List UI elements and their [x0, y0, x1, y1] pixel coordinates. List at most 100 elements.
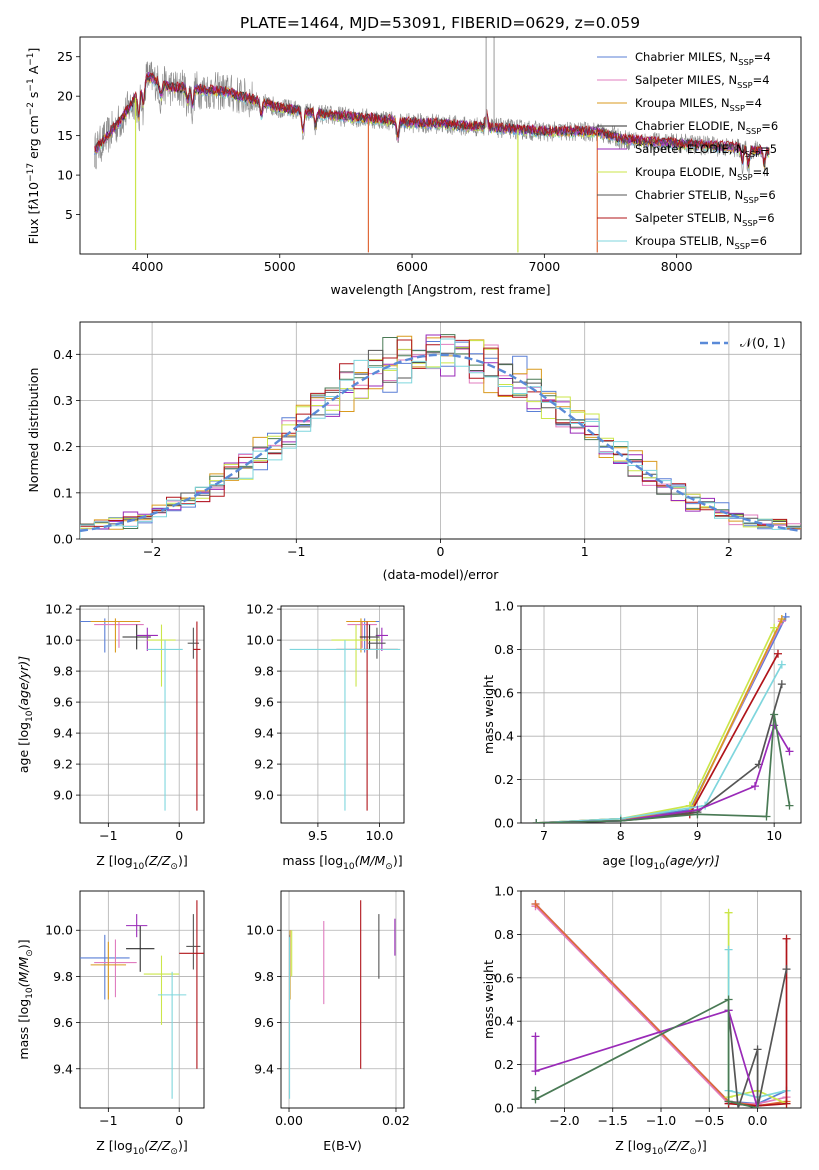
- y-tick-label: 9.8: [53, 969, 73, 984]
- chart-layer: 4000 5000 6000 7000 8000510152025wavelength …: [16, 36, 802, 1157]
- legend-entry: Salpeter MILES, NSSP=4: [635, 73, 770, 90]
- mass-weight-marker: [724, 1097, 733, 1106]
- y-tick-label: 15: [57, 128, 73, 143]
- y-tick-label: 0.4: [494, 1014, 514, 1029]
- mass-weight-marker: [762, 812, 771, 821]
- y-tick-label: 9.4: [254, 726, 274, 741]
- legend-entry: Salpeter ELODIE, NSSP=5: [635, 142, 777, 159]
- mass-z-panel: −1 0 9.4 9.6 9.8 10.0 Z [log10(Z/Z⊙)] mass [log…: [16, 890, 205, 1157]
- age-z-panel: −1 0 9.0 9.2 9.4 9.6 9.8 10.0 10.2 Z [log10(Z/Z⊙)…: [16, 602, 205, 872]
- spectrum-frame: [79, 36, 802, 255]
- legend-entry: Kroupa ELODIE, NSSP=4: [635, 165, 770, 182]
- x-tick-label: −1: [287, 544, 305, 559]
- mass-z-panel-points: [80, 900, 204, 1099]
- y-tick-label: 0.4: [494, 729, 514, 744]
- mass-weight-series-line: [536, 620, 783, 823]
- spectrum-model-series: [94, 72, 770, 166]
- y-tick-label: 9.6: [254, 1015, 274, 1030]
- y-tick-label: 0.4: [53, 347, 73, 362]
- mass-ebv-panel-frame: [280, 890, 405, 1109]
- y-tick-label: 9.8: [254, 664, 274, 679]
- y-tick-label: 10.2: [45, 602, 73, 617]
- y-tick-label: 20: [57, 89, 73, 104]
- age-z-panel-points: [80, 618, 201, 811]
- y-tick-label: 10.0: [45, 923, 73, 938]
- mass-weight-marker: [753, 1104, 762, 1108]
- gaussian-reference-curve: [80, 353, 801, 533]
- mw-age-panel-frame: [520, 605, 802, 824]
- mass-weight-marker: [750, 782, 759, 791]
- spectrum-model-series: [94, 72, 770, 167]
- mass-weight-marker: [531, 900, 540, 909]
- mass-weight-marker: [782, 1099, 791, 1108]
- y-tick-label: 9.4: [53, 1061, 73, 1076]
- y-tick-label: 10.0: [45, 633, 73, 648]
- mass-weight-marker: [773, 649, 782, 658]
- mw-age-panel-ylabel: mass weight: [481, 675, 496, 754]
- mw-z-panel-xlabel: Z [log10(Z/Z⊙)]: [615, 1138, 706, 1157]
- y-tick-label: 0.6: [494, 970, 514, 985]
- age-mass-panel-xlabel: mass [log10(M/M⊙)]: [282, 853, 402, 872]
- y-tick-label: 9.8: [53, 664, 73, 679]
- x-tick-label: 2: [725, 544, 733, 559]
- x-tick-label: 4000: [132, 259, 164, 274]
- mass-weight-series-line: [536, 664, 783, 823]
- mass-weight-marker: [785, 801, 794, 810]
- mass-weight-series-line: [536, 616, 787, 823]
- residual-legend: 𝒩(0, 1): [700, 335, 786, 350]
- x-tick-label: 0: [437, 544, 445, 559]
- y-tick-label: 0.0: [494, 1101, 514, 1116]
- spectrum-lines: [94, 37, 770, 253]
- mass-weight-marker: [724, 995, 733, 1004]
- x-tick-label: 9.5: [308, 828, 328, 843]
- age-z-panel-ylabel: age [log10(age/yr)]: [16, 656, 35, 773]
- y-tick-label: 25: [57, 49, 73, 64]
- x-tick-label: −2: [143, 544, 161, 559]
- mass-weight-marker: [782, 934, 791, 943]
- age-mass-panel: 9.5 10.0 9.0 9.2 9.4 9.6 9.8 10.0 10.2 mass [log1…: [246, 602, 405, 872]
- mass-weight-marker: [724, 908, 733, 917]
- mass-ebv-panel-xlabel: E(B-V): [323, 1138, 362, 1153]
- x-tick-label: 8000: [661, 259, 693, 274]
- y-tick-label: 1.0: [494, 599, 514, 614]
- y-tick-label: 10: [57, 168, 73, 183]
- residual-xlabel: (data-model)/error: [383, 567, 500, 582]
- mass-weight-series-line: [534, 903, 787, 1107]
- x-tick-label: 1: [581, 544, 589, 559]
- x-tick-label: 10.0: [365, 828, 393, 843]
- y-tick-label: 10.0: [246, 923, 274, 938]
- legend-entry: Kroupa STELIB, NSSP=6: [635, 234, 767, 251]
- mass-weight-marker: [785, 747, 794, 756]
- age-mass-panel-points: [289, 618, 401, 811]
- residual-ylabel: Normed distribution: [26, 368, 41, 493]
- x-tick-label: −2.0: [549, 1113, 579, 1128]
- mass-weight-marker: [693, 810, 702, 819]
- y-tick-label: 0.3: [53, 393, 73, 408]
- mass-weight-marker: [616, 816, 625, 823]
- legend-entry: Kroupa MILES, NSSP=4: [635, 96, 762, 113]
- y-tick-label: 9.8: [254, 969, 274, 984]
- x-tick-label: 0.00: [275, 1113, 303, 1128]
- age-z-panel-frame: [79, 605, 205, 824]
- spectrum-panel: 4000 5000 6000 7000 8000 5 10 15 20 25 wavelength …: [26, 36, 802, 297]
- mass-weight-series-line: [536, 683, 783, 823]
- legend-entry: Chabrier ELODIE, NSSP=6: [635, 119, 778, 136]
- x-tick-label: −1.0: [646, 1113, 676, 1128]
- mass-weight-marker: [734, 1104, 743, 1108]
- x-tick-label: 7000: [528, 259, 560, 274]
- mass-weight-marker: [724, 945, 733, 954]
- mass-weight-marker: [753, 1045, 762, 1054]
- mass-weight-series-line: [536, 714, 791, 823]
- mass-z-panel-frame: [79, 890, 205, 1109]
- mass-weight-marker: [777, 615, 786, 624]
- x-tick-label: −1.5: [598, 1113, 628, 1128]
- y-tick-label: 1.0: [494, 884, 514, 899]
- age-z-panel-xlabel: Z [log10(Z/Z⊙)]: [96, 853, 187, 872]
- y-tick-label: 9.0: [254, 788, 274, 803]
- y-tick-label: 5: [65, 207, 73, 222]
- mw-age-panel-series: [532, 612, 794, 823]
- y-tick-label: 10.2: [246, 602, 274, 617]
- spectrum-xlabel: wavelength [Angstrom, rest frame]: [330, 282, 550, 297]
- legend-entry: 𝒩(0, 1): [740, 335, 786, 350]
